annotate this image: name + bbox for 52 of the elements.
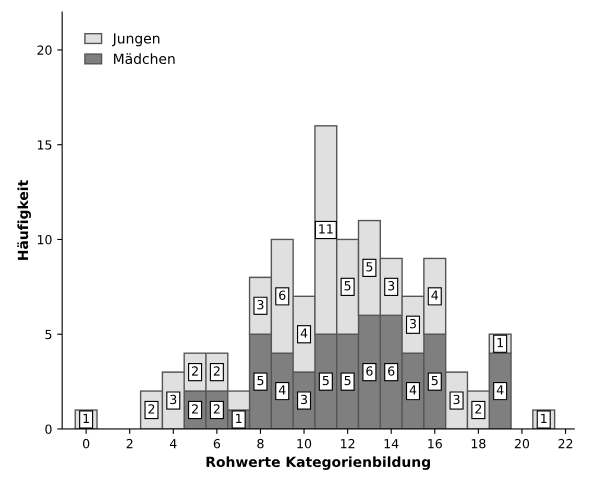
y-tick-label: 20 bbox=[37, 45, 52, 55]
x-tick-label: 0 bbox=[82, 438, 90, 448]
y-tick-label: 5 bbox=[45, 330, 52, 340]
data-label: 4 bbox=[278, 385, 286, 395]
data-label: 3 bbox=[170, 394, 176, 404]
y-tick-label: 15 bbox=[38, 140, 52, 150]
y-axis-title: Häufigkeit bbox=[17, 180, 31, 260]
x-tick-label: 4 bbox=[170, 439, 177, 448]
data-label: 6 bbox=[279, 290, 286, 300]
data-label: 11 bbox=[319, 224, 333, 234]
y-tick-label: 0 bbox=[45, 424, 52, 434]
data-label: 6 bbox=[388, 366, 394, 376]
y-tick-label: 10 bbox=[38, 234, 52, 244]
data-label: 2 bbox=[214, 404, 220, 414]
x-tick-label: 12 bbox=[341, 438, 354, 448]
data-label: 3 bbox=[410, 318, 416, 328]
data-label: 5 bbox=[257, 376, 264, 386]
x-tick-label: 8 bbox=[257, 438, 264, 448]
x-tick-label: 10 bbox=[297, 438, 312, 448]
data-label: 3 bbox=[388, 281, 394, 290]
x-tick-label: 18 bbox=[472, 438, 486, 448]
data-label: 5 bbox=[344, 281, 350, 290]
data-label: 5 bbox=[432, 376, 438, 386]
data-label: 3 bbox=[454, 394, 460, 404]
x-tick-label: 20 bbox=[514, 438, 530, 448]
data-label: 4 bbox=[496, 385, 504, 395]
data-label: 4 bbox=[410, 385, 416, 395]
data-label: 4 bbox=[300, 328, 308, 338]
data-label: 1 bbox=[498, 338, 503, 348]
data-label: 4 bbox=[431, 290, 438, 300]
data-label: 1 bbox=[236, 414, 242, 423]
data-label: 2 bbox=[192, 404, 198, 414]
data-label: 2 bbox=[148, 404, 154, 414]
data-label: 1 bbox=[84, 414, 89, 423]
data-label: 3 bbox=[257, 300, 264, 310]
x-tick-label: 6 bbox=[214, 438, 220, 448]
data-label: 6 bbox=[366, 366, 373, 376]
legend-label: Jungen bbox=[112, 33, 160, 46]
data-label: 1 bbox=[541, 414, 547, 423]
x-tick-label: 14 bbox=[384, 439, 398, 448]
x-tick-label: 22 bbox=[558, 438, 572, 448]
data-label: 2 bbox=[214, 366, 220, 376]
data-label: 5 bbox=[344, 376, 350, 386]
data-label: 3 bbox=[301, 394, 308, 404]
x-tick-label: 2 bbox=[126, 438, 132, 448]
data-label: 2 bbox=[475, 404, 482, 414]
data-label: 5 bbox=[366, 262, 372, 272]
legend-label: Mädchen bbox=[114, 53, 175, 64]
data-label: 2 bbox=[192, 366, 198, 376]
x-tick-label: 16 bbox=[428, 438, 442, 448]
x-axis-title: Rohwerte Kategorienbildung bbox=[206, 456, 430, 470]
data-label: 5 bbox=[322, 376, 329, 386]
